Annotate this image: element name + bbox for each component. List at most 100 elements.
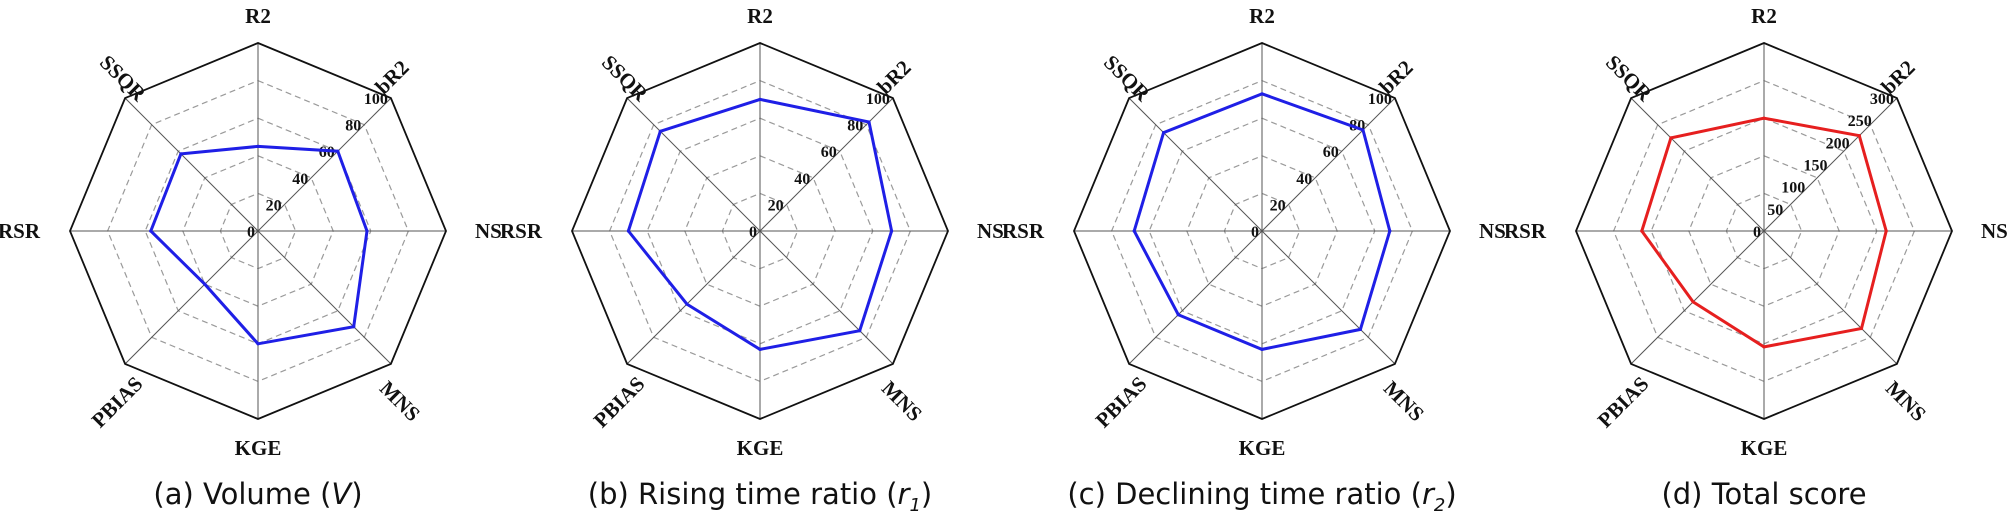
axis-spoke — [1128, 97, 1263, 232]
tick-label: 0 — [247, 224, 255, 241]
chart-caption: (d) Total score — [1661, 477, 1866, 511]
axis-spoke — [759, 230, 894, 365]
tick-label: 80 — [345, 118, 361, 135]
axis-label-r2: R2 — [245, 4, 271, 28]
data-point-ssqr — [179, 152, 183, 156]
data-point-kge — [1762, 345, 1766, 349]
data-point-ns — [365, 229, 369, 233]
data-point-rsr — [1640, 229, 1644, 233]
tick-label: 60 — [319, 144, 335, 161]
data-point-ssqr — [1162, 131, 1166, 135]
tick-label: 40 — [292, 171, 308, 188]
tick-label: 100 — [364, 91, 388, 108]
tick-label: 0 — [1251, 224, 1259, 241]
data-point-pbias — [1691, 300, 1695, 304]
outer-frame — [571, 42, 949, 420]
axis-spoke — [1763, 97, 1898, 232]
data-point-br2 — [336, 149, 340, 153]
axis-label-mns: MNS — [375, 376, 425, 426]
axis-label-ns: NS — [1981, 219, 2008, 243]
axis-label-r2: R2 — [1249, 4, 1275, 28]
data-point-pbias — [203, 282, 207, 286]
data-point-ns — [1388, 229, 1392, 233]
outer-frame — [1575, 42, 1953, 420]
axis-spoke — [759, 97, 894, 232]
data-point-ns — [890, 229, 894, 233]
radar-chart-4: 050100150200250300R2bR2NSMNSKGEPBIASRSRS… — [1504, 4, 2008, 511]
axis-label-kge: KGE — [737, 436, 784, 460]
chart-caption: (c) Declining time ratio (r2) — [1067, 477, 1456, 516]
data-point-kge — [256, 342, 260, 346]
series-line-1 — [149, 144, 369, 346]
data-point-ssqr — [1669, 136, 1673, 140]
axis-spoke — [626, 230, 761, 365]
axis-label-ns: NS — [977, 219, 1004, 243]
tick-label: 200 — [1826, 135, 1850, 152]
axis-label-pbias: PBIAS — [1593, 372, 1654, 433]
tick-label: 100 — [1781, 180, 1805, 197]
data-point-pbias — [685, 302, 689, 306]
axis-spoke — [1763, 230, 1898, 365]
tick-label: 250 — [1848, 113, 1872, 130]
axis-spoke — [124, 97, 259, 232]
tick-label: 20 — [768, 197, 784, 214]
data-point-br2 — [1361, 128, 1365, 132]
data-point-rsr — [1132, 229, 1136, 233]
data-point-ns — [1884, 229, 1888, 233]
tick-label: 0 — [749, 224, 757, 241]
data-point-r2 — [1762, 116, 1766, 120]
axis-label-rsr: RSR — [0, 219, 41, 243]
data-point-mns — [1358, 327, 1362, 331]
tick-label: 0 — [1753, 224, 1761, 241]
axis-label-kge: KGE — [235, 436, 282, 460]
data-point-rsr — [626, 229, 631, 233]
axis-spoke — [1630, 97, 1765, 232]
tick-label: 80 — [847, 118, 863, 135]
axis-label-rsr: RSR — [1002, 219, 1045, 243]
tick-label: 150 — [1804, 158, 1828, 175]
data-point-ssqr — [658, 129, 662, 133]
data-point-kge — [1260, 347, 1264, 351]
axis-label-ns: NS — [475, 219, 502, 243]
tick-label: 100 — [866, 91, 890, 108]
data-point-mns — [352, 325, 356, 329]
data-point-mns — [858, 329, 862, 333]
data-point-r2 — [758, 97, 762, 101]
axis-label-rsr: RSR — [500, 219, 543, 243]
axis-label-mns: MNS — [1881, 376, 1931, 426]
tick-label: 20 — [266, 197, 282, 214]
axis-label-pbias: PBIAS — [589, 372, 650, 433]
axis-label-r2: R2 — [1751, 4, 1777, 28]
axis-spoke — [257, 230, 392, 365]
data-point-br2 — [1857, 134, 1861, 138]
data-point-kge — [758, 347, 762, 351]
data-point-r2 — [256, 144, 260, 148]
radar-chart-2: 020406080100R2bR2NSMNSKGEPBIASRSRSSQR(b)… — [500, 4, 1004, 516]
axis-label-mns: MNS — [1379, 376, 1429, 426]
data-point-rsr — [149, 229, 153, 233]
axis-spoke — [1128, 230, 1263, 365]
axis-label-kge: KGE — [1239, 436, 1286, 460]
tick-label: 50 — [1767, 202, 1783, 219]
axis-label-r2: R2 — [747, 4, 773, 28]
tick-label: 40 — [794, 171, 810, 188]
axis-label-ssqr: SSQR — [597, 50, 653, 106]
tick-label: 40 — [1296, 171, 1312, 188]
axis-label-mns: MNS — [877, 376, 927, 426]
axis-label-kge: KGE — [1741, 436, 1788, 460]
data-point-r2 — [1260, 92, 1264, 96]
axis-spoke — [1261, 97, 1396, 232]
data-point-pbias — [1176, 313, 1180, 317]
outer-frame — [1073, 42, 1451, 420]
axis-label-pbias: PBIAS — [87, 372, 148, 433]
tick-label: 60 — [821, 144, 837, 161]
tick-label: 20 — [1270, 197, 1286, 214]
outer-frame — [69, 42, 447, 420]
tick-label: 100 — [1368, 91, 1392, 108]
axis-spoke — [257, 97, 392, 232]
tick-label: 60 — [1323, 144, 1339, 161]
data-point-br2 — [867, 120, 871, 124]
axis-label-ssqr: SSQR — [95, 50, 151, 106]
axis-spoke — [1630, 230, 1765, 365]
axis-label-rsr: RSR — [1504, 219, 1547, 243]
